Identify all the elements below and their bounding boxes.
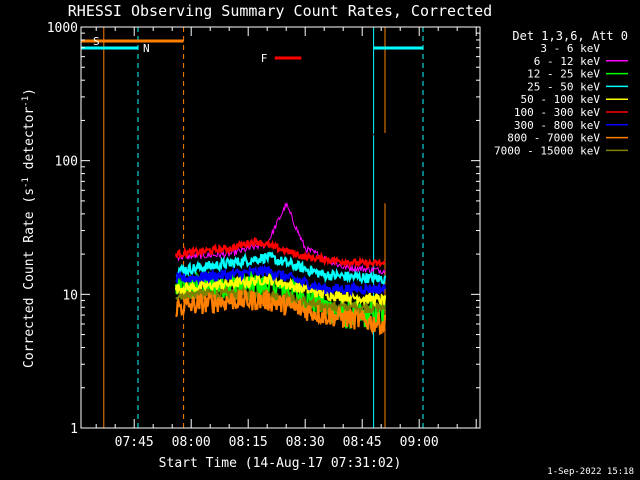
legend-label: 7000 - 15000 keV <box>494 144 600 157</box>
x-tick-label: 08:30 <box>286 435 325 450</box>
series-line <box>175 289 387 336</box>
x-tick-label: 08:15 <box>229 435 268 450</box>
x-tick-label: 08:45 <box>343 435 382 450</box>
series-line <box>174 272 387 308</box>
legend-label: 3 - 6 keV <box>540 42 600 55</box>
x-axis: 07:45 08:00 08:15 08:30 08:45 09:00 <box>95 27 477 450</box>
legend-title: Det 1,3,6, Att 0 <box>512 29 628 43</box>
x-tick-label: 09:00 <box>400 435 439 450</box>
flag-label: S <box>93 35 100 48</box>
flag-label: N <box>143 42 150 55</box>
legend-label: 12 - 25 keV <box>527 68 600 81</box>
x-tick-label: 08:00 <box>172 435 211 450</box>
x-tick-label: 07:45 <box>115 435 154 450</box>
x-axis-label: Start Time (14-Aug-17 07:31:02) <box>159 456 402 471</box>
footer-timestamp: 1-Sep-2022 15:18 <box>547 467 634 477</box>
plot-area: S N F <box>80 27 424 428</box>
flag-label: F <box>261 52 268 65</box>
y-tick-label: 1000 <box>47 21 78 36</box>
legend-label: 25 - 50 keV <box>527 80 600 93</box>
y-tick-label: 100 <box>55 155 78 170</box>
legend-label: 100 - 300 keV <box>514 106 600 119</box>
y-tick-label: 1 <box>70 422 78 437</box>
legend-label: 6 - 12 keV <box>534 55 601 68</box>
legend-label: 800 - 7000 keV <box>507 132 600 145</box>
y-tick-label: 10 <box>62 288 78 303</box>
chart-title: RHESSI Observing Summary Count Rates, Co… <box>68 2 492 20</box>
series-line <box>175 128 386 204</box>
series-line <box>174 237 386 269</box>
series-line <box>175 263 387 298</box>
y-axis-label: Corrected Count Rate (s-1 detector-1) <box>21 88 37 368</box>
legend-label: 50 - 100 keV <box>521 93 601 106</box>
plot-frame <box>80 26 481 429</box>
series-line <box>175 201 386 275</box>
y-axis: 1 10 100 1000 <box>47 21 480 437</box>
series-line <box>175 251 387 285</box>
legend-label: 300 - 800 keV <box>514 119 600 132</box>
